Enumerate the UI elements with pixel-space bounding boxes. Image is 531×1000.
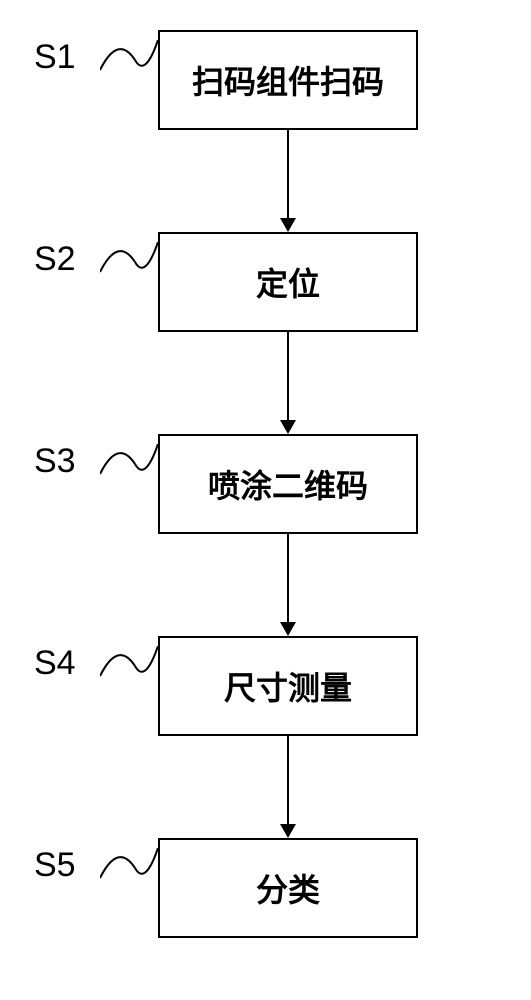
step-box-s2: 定位 — [158, 232, 418, 332]
curve-connector-s4 — [100, 646, 160, 696]
curve-connector-s3 — [100, 444, 160, 494]
connector-s2-s3 — [287, 332, 289, 420]
step-label-s5: S5 — [34, 846, 76, 885]
connector-s3-s4 — [287, 534, 289, 622]
step-label-s4: S4 — [34, 644, 76, 683]
step-text-s3: 喷涂二维码 — [208, 461, 368, 507]
step-box-s1: 扫码组件扫码 — [158, 30, 418, 130]
step-box-s3: 喷涂二维码 — [158, 434, 418, 534]
arrow-s4-s5 — [280, 824, 296, 838]
step-box-s5: 分类 — [158, 838, 418, 938]
connector-s1-s2 — [287, 130, 289, 218]
curve-connector-s5 — [100, 848, 160, 898]
step-text-s5: 分类 — [256, 865, 320, 911]
flowchart-container: S1 扫码组件扫码 S2 定位 S3 喷涂二维码 S4 尺寸测量 S5 — [0, 0, 531, 1000]
step-text-s4: 尺寸测量 — [224, 663, 352, 709]
step-text-s1: 扫码组件扫码 — [192, 57, 384, 103]
arrow-s3-s4 — [280, 622, 296, 636]
curve-connector-s1 — [100, 40, 160, 90]
step-label-s3: S3 — [34, 442, 76, 481]
step-label-s1: S1 — [34, 38, 76, 77]
connector-s4-s5 — [287, 736, 289, 824]
step-text-s2: 定位 — [256, 259, 320, 305]
curve-connector-s2 — [100, 242, 160, 292]
arrow-s1-s2 — [280, 218, 296, 232]
step-box-s4: 尺寸测量 — [158, 636, 418, 736]
step-label-s2: S2 — [34, 240, 76, 279]
arrow-s2-s3 — [280, 420, 296, 434]
